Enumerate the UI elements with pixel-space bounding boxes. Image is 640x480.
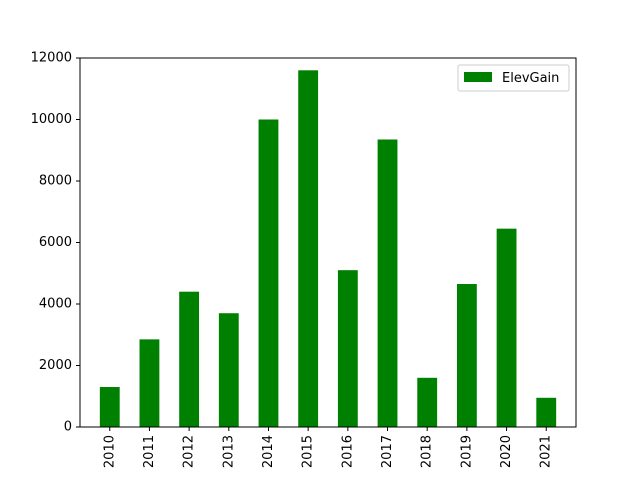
- y-tick-label: 2000: [39, 358, 72, 373]
- x-tick-label: 2015: [301, 435, 316, 468]
- y-tick-label: 0: [64, 420, 72, 435]
- bar-2014: [258, 119, 279, 427]
- bar-2011: [139, 339, 160, 427]
- x-tick-label: 2012: [182, 435, 197, 468]
- bar-2017: [377, 139, 398, 428]
- legend-swatch: [464, 72, 492, 82]
- y-axis-ticks: 0 2000 4000 6000 8000 10000 12000: [31, 51, 80, 435]
- x-tick-label: 2018: [420, 435, 435, 468]
- plot-frame: [79, 57, 577, 428]
- legend: ElevGain: [457, 64, 570, 92]
- y-tick-label: 10000: [31, 112, 72, 127]
- x-tick-label: 2014: [261, 435, 276, 468]
- x-tick-label: 2011: [142, 435, 157, 468]
- plot-area: [80, 58, 576, 427]
- y-tick-label: 8000: [39, 174, 72, 189]
- bar-2021: [536, 397, 557, 427]
- legend-box: [457, 64, 570, 92]
- x-tick-label: 2017: [380, 435, 395, 468]
- x-tick-label: 2013: [221, 435, 236, 468]
- x-tick-label: 2016: [340, 435, 355, 468]
- x-axis-ticks: 2010 2011 2012 2013 2014 2015 2016 2017 2018 2019…: [102, 427, 554, 468]
- y-tick-label: 12000: [31, 51, 72, 66]
- bar-2012: [179, 291, 200, 427]
- y-tick-label: 6000: [39, 235, 72, 250]
- bar-2020: [496, 228, 517, 427]
- bar-2010: [99, 387, 120, 427]
- x-tick-label: 2010: [102, 435, 117, 468]
- y-tick-label: 4000: [39, 297, 72, 312]
- x-tick-label: 2019: [459, 435, 474, 468]
- bar-2019: [456, 284, 477, 427]
- x-tick-label: 2020: [499, 435, 514, 468]
- bar-2015: [298, 70, 319, 428]
- bar-2016: [337, 270, 358, 427]
- bar-2013: [218, 313, 239, 427]
- bar-2018: [417, 377, 438, 427]
- bars-group: [99, 70, 557, 428]
- x-tick-label: 2021: [539, 435, 554, 468]
- legend-label: ElevGain: [502, 71, 559, 86]
